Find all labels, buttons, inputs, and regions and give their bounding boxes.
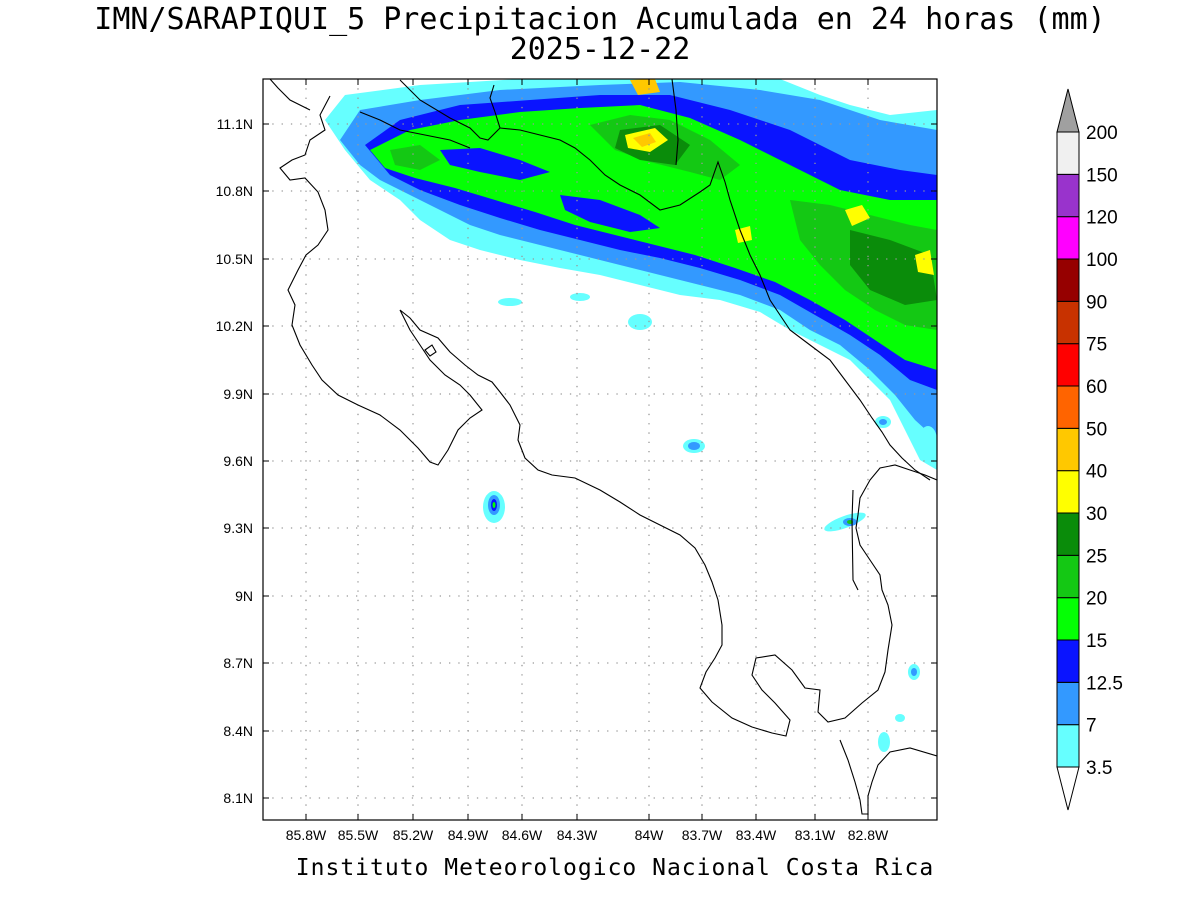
lon-label: 83.7W xyxy=(682,827,723,843)
colorbar-label: 100 xyxy=(1086,250,1118,271)
map-frame xyxy=(262,78,938,821)
lon-label: 84.3W xyxy=(557,827,598,843)
colorbar-swatch xyxy=(1056,343,1080,387)
colorbar-swatch xyxy=(1056,724,1080,768)
colorbar-label: 120 xyxy=(1086,208,1118,229)
latitude-axis: 11.1N 10.8N 10.5N 10.2N 9.9N 9.6N 9.3N 9N 8.7N 8.… xyxy=(216,116,937,806)
lat-label: 10.2N xyxy=(216,318,253,334)
lon-label: 84.6W xyxy=(502,827,543,843)
colorbar-label: 12.5 xyxy=(1086,673,1123,694)
colorbar-label: 90 xyxy=(1086,292,1107,313)
colorbar-label: 200 xyxy=(1086,123,1118,144)
colorbar-max-triangle xyxy=(1056,88,1080,133)
lat-label: 9.6N xyxy=(223,453,253,469)
colorbar-swatch xyxy=(1056,131,1080,175)
lon-label: 83.1W xyxy=(795,827,836,843)
longitude-axis: 85.8W 85.5W 85.2W 84.9W 84.6W 84.3W 84W 83.7W 83… xyxy=(286,79,889,843)
colorbar-label: 15 xyxy=(1086,631,1107,652)
lat-label: 8.7N xyxy=(223,655,253,671)
lat-lon-grid xyxy=(263,79,937,820)
lat-label: 10.5N xyxy=(216,251,253,267)
lon-label: 84W xyxy=(635,827,665,843)
footer-credit: Instituto Meteorologico Nacional Costa R… xyxy=(295,855,935,881)
colorbar-swatch xyxy=(1056,597,1080,641)
colorbar-label: 75 xyxy=(1086,335,1107,356)
colorbar-label: 60 xyxy=(1086,377,1107,398)
colorbar-label: 25 xyxy=(1086,546,1107,567)
colorbar-swatch xyxy=(1056,639,1080,683)
colorbar-swatch xyxy=(1056,512,1080,556)
colorbar-swatch xyxy=(1056,216,1080,260)
lat-label: 8.1N xyxy=(223,790,253,806)
coastline xyxy=(269,79,937,815)
lat-label: 9N xyxy=(235,588,253,604)
colorbar-swatch xyxy=(1056,554,1080,599)
colorbar-label: 3.5 xyxy=(1086,758,1112,779)
colorbar-swatch xyxy=(1056,173,1080,218)
map-date: 2025-12-22 xyxy=(509,32,691,67)
lon-label: 84.9W xyxy=(448,827,489,843)
map-title: IMN/SARAPIQUI_5 Precipitacion Acumulada … xyxy=(94,2,1106,37)
colorbar-label: 40 xyxy=(1086,462,1107,483)
colorbar-swatch xyxy=(1056,470,1080,514)
colorbar: 3.5 7 12.5 15 20 25 30 40 50 60 75 90 100 120 150 200 xyxy=(1056,88,1123,811)
colorbar-label: 50 xyxy=(1086,419,1107,440)
colorbar-swatch xyxy=(1056,427,1080,472)
colorbar-label: 7 xyxy=(1086,716,1097,737)
lon-label: 83.4W xyxy=(736,827,777,843)
lon-label: 82.8W xyxy=(848,827,889,843)
lat-label: 9.3N xyxy=(223,520,253,536)
colorbar-swatch xyxy=(1056,681,1080,726)
lon-label: 85.5W xyxy=(338,827,379,843)
colorbar-label: 30 xyxy=(1086,504,1107,525)
colorbar-label: 150 xyxy=(1086,165,1118,186)
lat-label: 9.9N xyxy=(223,386,253,402)
lon-label: 85.8W xyxy=(286,827,327,843)
colorbar-swatch xyxy=(1056,258,1080,302)
lon-label: 85.2W xyxy=(393,827,434,843)
lat-label: 11.1N xyxy=(217,116,253,132)
precipitation-field xyxy=(325,79,937,752)
colorbar-swatch xyxy=(1056,385,1080,429)
colorbar-swatch xyxy=(1056,300,1080,345)
colorbar-label: 20 xyxy=(1086,589,1107,610)
lat-label: 10.8N xyxy=(216,183,253,199)
lat-label: 8.4N xyxy=(223,723,253,739)
colorbar-min-triangle xyxy=(1056,766,1080,811)
